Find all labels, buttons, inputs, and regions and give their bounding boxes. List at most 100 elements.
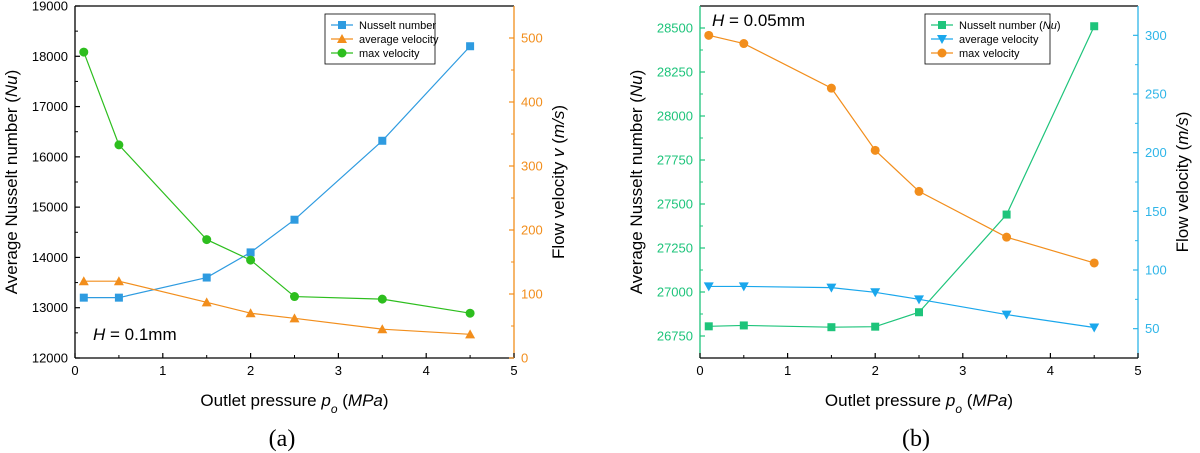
left-y-tick-label: 27750 [657, 153, 693, 168]
left-y-tick-label: 14000 [32, 250, 68, 265]
legend-marker [338, 21, 346, 29]
series-nusselt-number-nu [704, 22, 1099, 332]
legend-marker [937, 48, 947, 58]
series-line [708, 285, 1095, 329]
data-point [378, 136, 387, 145]
legend-label: average velocity [959, 34, 1039, 46]
data-point [1089, 258, 1099, 268]
data-point [871, 322, 880, 331]
data-point [245, 308, 256, 318]
x-axis-title: Outlet pressure po (MPa) [200, 391, 388, 416]
left-y-tick-label: 12000 [32, 351, 68, 366]
data-point [739, 39, 749, 49]
left-y-tick-label: 18000 [32, 49, 68, 64]
x-tick-label: 0 [71, 363, 78, 378]
data-point [1089, 323, 1100, 333]
data-point [704, 322, 713, 331]
left-y-tick-label: 28250 [657, 65, 693, 80]
legend: Nusselt number (Nu) average velocity max v… [924, 13, 1061, 65]
data-point [826, 283, 837, 293]
right-y-tick-label: 300 [1145, 28, 1167, 43]
data-point [113, 276, 124, 286]
data-point [914, 295, 924, 305]
legend: Nusselt number average velocity max veloci… [324, 13, 439, 65]
x-tick-label: 2 [247, 363, 254, 378]
legend-marker [337, 34, 347, 43]
x-tick-label: 3 [335, 363, 342, 378]
legend-label: Nusselt number [359, 20, 436, 32]
series-average-velocity [78, 276, 476, 339]
data-point [704, 30, 714, 40]
legend-marker [937, 35, 947, 44]
legend-label: Nusselt number (Nu) [959, 20, 1061, 32]
x-tick-label: 2 [872, 363, 879, 378]
data-point [202, 235, 212, 245]
x-tick-label: 1 [784, 363, 791, 378]
data-point [738, 282, 749, 292]
series-line [708, 25, 1095, 328]
data-point [870, 145, 880, 155]
data-point [1090, 22, 1099, 31]
data-point [914, 186, 924, 196]
left-y-axis-title: Average Nusselt number (Nu) [2, 70, 21, 295]
data-point [377, 294, 387, 304]
data-point [739, 321, 748, 330]
left-y-axis-title: Average Nusselt number (Nu) [627, 70, 646, 295]
right-y-axis-title: Flow velocity (m/s) [1173, 112, 1192, 253]
series-nusselt-number [79, 42, 475, 302]
data-point [202, 273, 211, 282]
series-max-velocity [704, 30, 1099, 268]
left-y-tick-label: 27000 [657, 285, 693, 300]
data-point [466, 42, 475, 51]
right-y-tick-label: 200 [1145, 145, 1167, 160]
left-y-tick-label: 17000 [32, 99, 68, 114]
data-point [827, 323, 836, 332]
right-y-tick-label: 500 [521, 31, 543, 46]
chart-panel-b: 0 1 2 3 4 5 26750 27000 27250 27500 27750 28000 2825… [627, 5, 1192, 452]
data-point [915, 308, 923, 317]
data-point [79, 47, 89, 57]
x-tick-label: 5 [510, 363, 517, 378]
data-point [290, 215, 299, 224]
panel-caption: (b) [902, 426, 930, 452]
x-tick-label: 0 [696, 363, 703, 378]
x-tick-label: 5 [1134, 363, 1141, 378]
right-y-tick-label: 100 [521, 287, 543, 302]
right-y-tick-label: 150 [1145, 204, 1167, 219]
series-line [83, 51, 471, 314]
x-tick-label: 4 [1047, 363, 1054, 378]
data-point [290, 292, 299, 302]
left-y-tick-label: 28500 [657, 21, 693, 36]
x-tick-label: 1 [159, 363, 166, 378]
legend-marker [938, 21, 946, 29]
right-y-tick-label: 300 [521, 159, 543, 174]
series-average-velocity [703, 282, 1100, 333]
thickness-annotation: H = 0.1mm [93, 325, 177, 344]
right-y-tick-label: 200 [521, 223, 543, 238]
panel-caption: (a) [269, 426, 296, 452]
data-point [377, 324, 388, 334]
data-point [114, 140, 124, 150]
data-point [78, 276, 89, 286]
data-point [465, 329, 476, 339]
thickness-annotation: H = 0.05mm [712, 11, 805, 30]
data-point [465, 308, 475, 318]
right-y-tick-label: 0 [521, 351, 528, 366]
chart-panel-a: 0 1 2 3 4 5 12000 13000 14000 15000 16000 17000 1800… [2, 0, 568, 452]
right-y-axis-title: Flow velocity v (m/s) [549, 105, 568, 259]
right-y-tick-label: 50 [1145, 321, 1159, 336]
legend-label: average velocity [359, 34, 439, 46]
data-point [826, 83, 836, 93]
data-point [1002, 232, 1012, 242]
data-point [1001, 310, 1012, 320]
data-point [246, 255, 256, 265]
legend-label: max velocity [959, 48, 1020, 60]
data-point [79, 293, 88, 302]
left-y-tick-label: 27250 [657, 241, 693, 256]
x-axis-title: Outlet pressure po (MPa) [825, 391, 1013, 416]
left-y-tick-label: 15000 [32, 200, 68, 215]
right-y-tick-label: 100 [1145, 263, 1167, 278]
x-tick-label: 4 [423, 363, 430, 378]
legend-label: max velocity [359, 48, 420, 60]
